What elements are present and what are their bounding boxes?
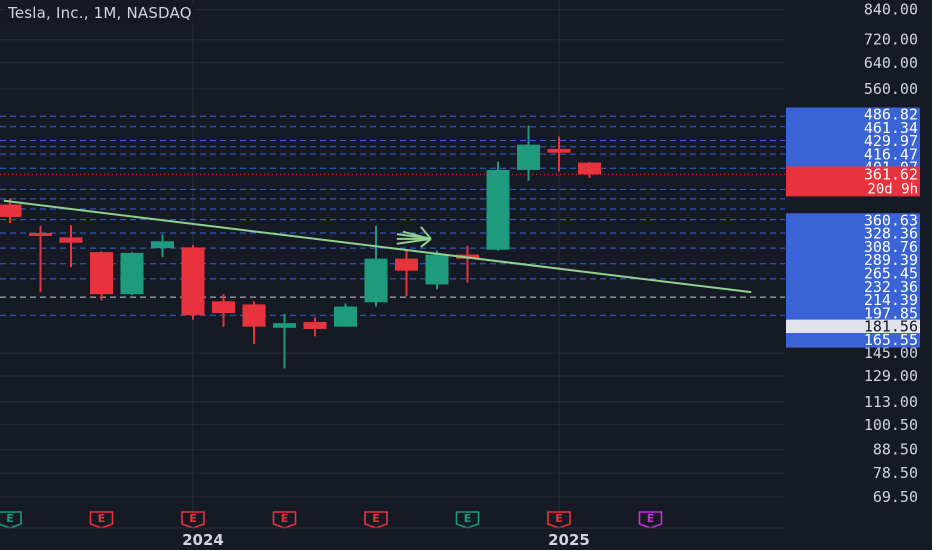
earnings-label: E (98, 512, 106, 525)
candle-body-down (59, 237, 83, 243)
candle-body-up (486, 169, 510, 250)
level-badge-label: 486.82 (864, 105, 918, 123)
candle-body-up (425, 254, 449, 285)
earnings-label: E (6, 512, 14, 525)
level-badge (786, 226, 920, 242)
earnings-label: E (647, 512, 655, 525)
earnings-badge (181, 511, 205, 529)
arrow-stroke (396, 237, 432, 245)
level-badge (786, 293, 920, 308)
candle-body-up (364, 258, 388, 303)
level-badge (786, 213, 920, 228)
level-badge-label: 265.45 (864, 264, 918, 282)
earnings-marker[interactable]: E (547, 511, 571, 529)
candle-body-down (0, 204, 22, 217)
level-badge-label: 328.36 (864, 225, 918, 243)
earnings-marker[interactable]: E (364, 511, 388, 529)
candle-body-down (29, 232, 52, 236)
level-badge-label: 181.56 (864, 318, 918, 336)
time-tick-label: 2025 (548, 531, 590, 549)
level-badge (786, 134, 920, 149)
level-badge-label: 197.85 (864, 304, 918, 322)
candle-body-down (181, 247, 205, 316)
candle-body-down (242, 304, 266, 327)
level-badge-label: 360.63 (864, 211, 918, 229)
trendline (3, 199, 752, 294)
candle-body-up (273, 323, 296, 328)
earnings-marker[interactable]: E (272, 511, 297, 529)
level-badge-label: 165.55 (864, 331, 918, 349)
earnings-badge (364, 511, 388, 529)
earnings-badge (89, 511, 114, 529)
earnings-badge (455, 511, 480, 529)
current-price-badge (786, 166, 920, 197)
earnings-label: E (372, 512, 380, 525)
level-badge (786, 120, 920, 136)
earnings-marker[interactable]: E (638, 511, 663, 529)
level-badge-label: 416.47 (864, 145, 918, 163)
time-tick-label: 2024 (182, 531, 224, 549)
level-badge (786, 319, 920, 335)
price-tick-label: 113.00 (864, 393, 918, 411)
candle-body-down (90, 252, 113, 295)
current-price-label: 361.62 (864, 165, 918, 183)
level-badge (786, 266, 920, 282)
price-tick-label: 69.50 (873, 488, 918, 506)
level-badge (786, 332, 920, 348)
arrow-head (420, 226, 432, 240)
earnings-badge (547, 511, 571, 529)
breakout-arrow (396, 226, 432, 248)
earnings-marker[interactable]: E (0, 511, 22, 529)
earnings-label: E (189, 512, 197, 525)
level-badge (786, 253, 920, 268)
level-badge (786, 306, 920, 321)
candle-body-up (334, 306, 357, 327)
price-tick-label: 129.00 (864, 367, 918, 385)
level-badge (786, 147, 920, 162)
level-badge (786, 279, 920, 295)
level-badge-label: 308.76 (864, 238, 918, 256)
earnings-label: E (464, 512, 472, 525)
price-tick-label: 640.00 (864, 54, 918, 72)
price-tick-label: 100.50 (864, 416, 918, 434)
candle-body-down (547, 148, 571, 153)
level-badge-label: 232.36 (864, 278, 918, 296)
price-tick-label: 840.00 (864, 1, 918, 19)
level-badge-label: 461.34 (864, 119, 918, 137)
level-badge (786, 239, 920, 255)
earnings-marker[interactable]: E (181, 511, 205, 529)
level-badge-label: 289.39 (864, 251, 918, 269)
chart-title: Tesla, Inc., 1M, NASDAQ (4, 3, 196, 23)
earnings-label: E (555, 512, 563, 525)
candle-body-down (395, 258, 418, 271)
price-tick-label: 560.00 (864, 80, 918, 98)
candle-body-down (212, 301, 235, 314)
earnings-badge (272, 511, 297, 529)
earnings-marker[interactable]: E (455, 511, 480, 529)
earnings-badge (638, 511, 663, 529)
level-badge-label: 214.39 (864, 291, 918, 309)
price-tick-label: 145.00 (864, 344, 918, 362)
earnings-badge (0, 511, 22, 529)
candle-body-up (517, 144, 540, 170)
candle-body-down (303, 321, 327, 330)
candle-body-up (120, 252, 144, 295)
earnings-marker[interactable]: E (89, 511, 114, 529)
candle-body-down (578, 162, 601, 175)
price-tick-label: 88.50 (873, 441, 918, 459)
earnings-label: E (281, 512, 289, 525)
price-tick-label: 720.00 (864, 31, 918, 49)
bar-countdown-label: 20d 9h (867, 181, 918, 197)
arrow-head (420, 238, 432, 248)
level-badge (786, 107, 920, 123)
candle-body-up (151, 241, 174, 249)
level-badge-label: 429.97 (864, 132, 918, 150)
price-tick-label: 78.50 (873, 464, 918, 482)
arrow-stroke (402, 230, 432, 240)
